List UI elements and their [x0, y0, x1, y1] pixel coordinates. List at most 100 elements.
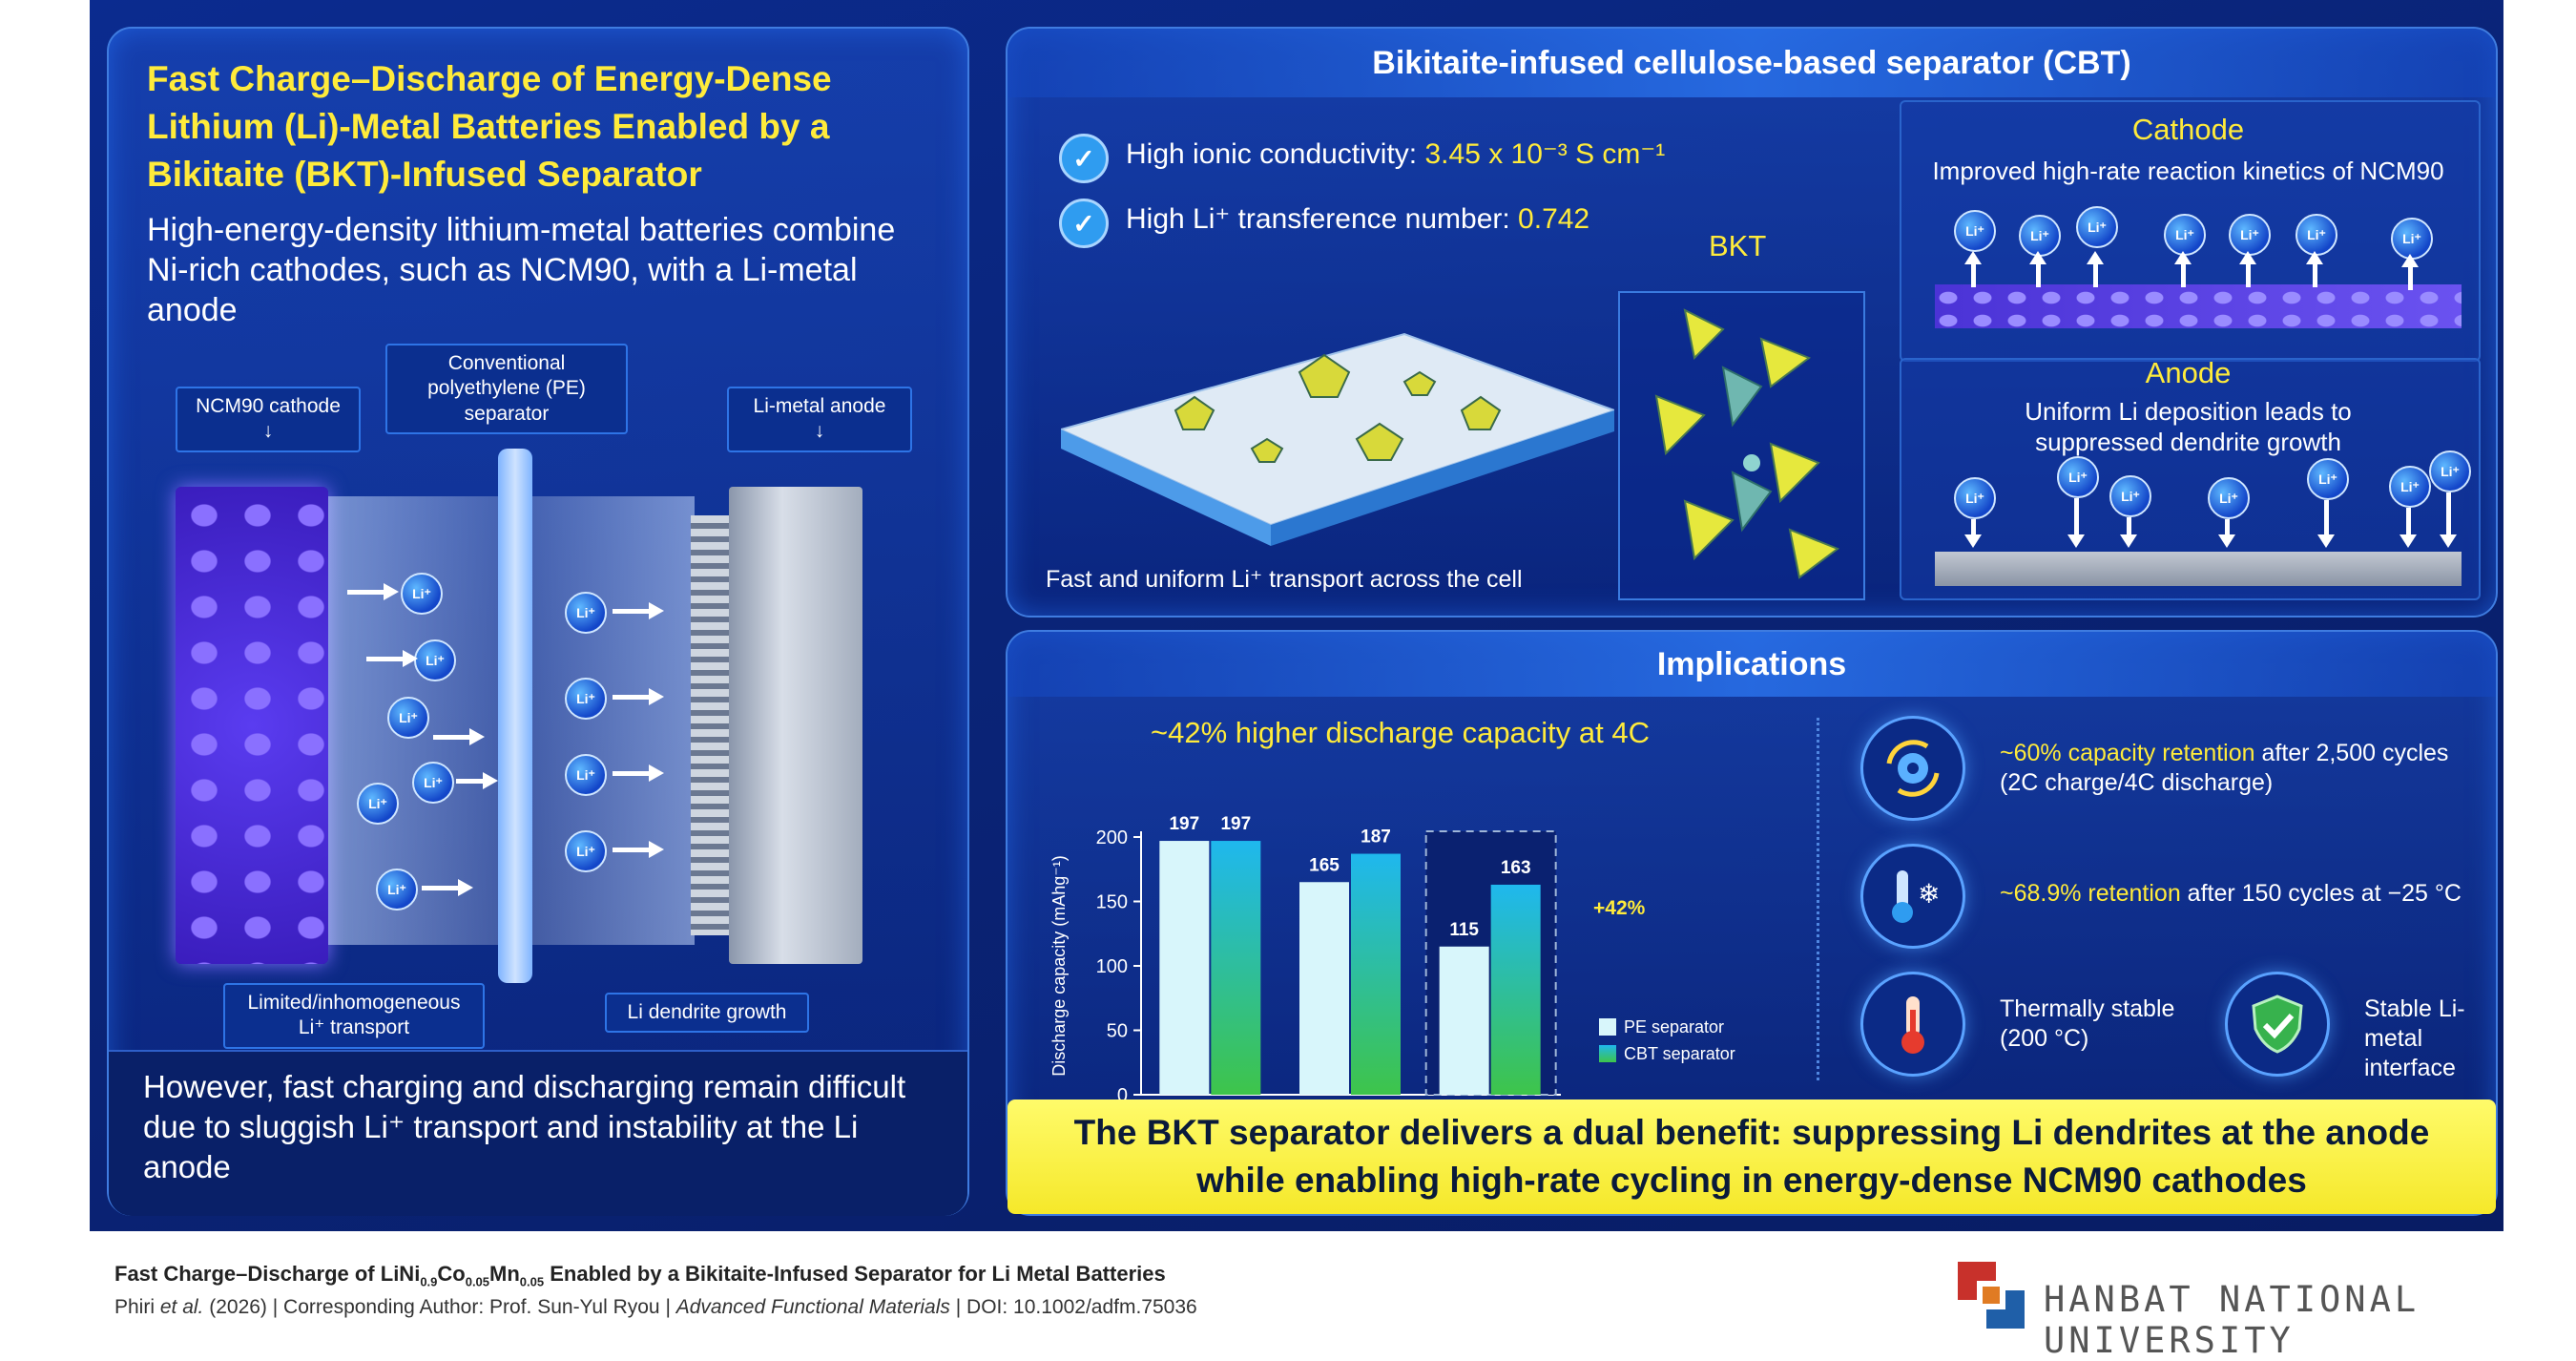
bar-cbt-2C [1351, 853, 1401, 1095]
li-ion: Li⁺ [2076, 206, 2118, 248]
transport-arrow [456, 772, 498, 789]
divider [1817, 718, 1819, 1080]
li-ion: Li⁺ [2164, 214, 2206, 256]
transport-arrow [613, 602, 664, 619]
li-ion: Li⁺ [2307, 458, 2349, 500]
chart-title: ~42% higher discharge capacity at 4C [1151, 716, 1651, 749]
transport-arrow [422, 879, 473, 896]
cathode-title: Cathode [2131, 113, 2245, 146]
li-ion: Li⁺ [414, 639, 456, 681]
cbt-header: Bikitaite-infused cellulose-based separa… [1372, 45, 2131, 81]
li-ion: Li⁺ [565, 754, 607, 796]
li-ion: Li⁺ [2208, 477, 2250, 519]
up-arrow-icon [2174, 251, 2192, 287]
left-panel: Fast Charge–Discharge of Energy-Dense Li… [107, 27, 969, 1216]
down-arrow-icon [2317, 500, 2335, 548]
y-axis-label: Discharge capacity (mAhg⁻¹) [1049, 855, 1069, 1077]
cathode-text: Improved high-rate reaction kinetics of … [1932, 157, 2444, 185]
check-icon: ✓ [1059, 199, 1109, 248]
bar-cbt-1C [1211, 841, 1261, 1095]
label-limited-transport: Limited/inhomogeneous Li⁺ transport [223, 983, 485, 1049]
down-arrow-icon [2399, 508, 2417, 548]
bar-pe-1C [1159, 841, 1210, 1095]
li-ion: Li⁺ [376, 869, 418, 911]
down-arrow-icon [2440, 492, 2457, 548]
implications-panel: Implications ~42% higher discharge capac… [1006, 630, 2498, 1216]
legend-swatch [1599, 1018, 1616, 1036]
li-ion: Li⁺ [2296, 214, 2337, 256]
li-ion: Li⁺ [387, 697, 429, 739]
bar-cbt-4C [1490, 884, 1541, 1095]
data-label: 165 [1309, 855, 1340, 875]
li-ion: Li⁺ [412, 762, 454, 804]
svg-text:❄: ❄ [1918, 878, 1940, 910]
check-icon: ✓ [1059, 134, 1109, 183]
cbt-header-bar [1008, 29, 2496, 97]
transport-arrow [366, 650, 418, 667]
bar-pe-2C [1299, 882, 1349, 1095]
down-arrow-icon [2120, 517, 2137, 548]
li-ion: Li⁺ [565, 678, 607, 720]
discharge-capacity-chart: 0 50 100 150 200 Discharge capacity (mAhg⁻¹) 1… [1049, 814, 1735, 1130]
y-tick-label: 50 [1107, 1021, 1128, 1042]
li-ion: Li⁺ [1954, 477, 1996, 519]
battery-illustration: Li⁺ Li⁺ Li⁺ Li⁺ Li⁺ Li⁺ Li⁺ Li⁺ Li⁺ Li⁺ [176, 410, 920, 1002]
li-ion: Li⁺ [2057, 456, 2099, 498]
data-label: 197 [1220, 814, 1251, 834]
y-tick-label: 0 [1117, 1085, 1128, 1106]
label-li-metal-anode: Li-metal anode ↓ [727, 387, 912, 452]
left-bottom-text: However, fast charging and discharging r… [143, 1069, 906, 1184]
li-ion: Li⁺ [2389, 466, 2431, 508]
data-label: 115 [1449, 920, 1479, 940]
bkt-structure [1654, 308, 1840, 579]
left-title: Fast Charge–Discharge of Energy-Dense Li… [147, 59, 832, 194]
transport-caption: Fast and uniform Li⁺ transport across th… [1046, 566, 1523, 593]
transport-arrow [613, 764, 664, 782]
conclusion-box [1008, 1099, 2496, 1214]
transport-arrow [433, 728, 485, 745]
thermometer-hot-icon [1860, 972, 1965, 1077]
hanbat-logo-icon [1958, 1262, 2025, 1329]
university-name: HANBAT NATIONAL UNIVERSITY [2044, 1279, 2420, 1361]
legend-label: PE separator [1624, 1017, 1724, 1036]
up-arrow-icon [2029, 251, 2046, 287]
retention-cycles-text: ~60% capacity retention after 2,500 cycl… [2000, 740, 2449, 796]
li-ion: Li⁺ [2019, 215, 2061, 257]
bullet-transference: High Li⁺ transference number: 0.742 [1126, 203, 1590, 235]
li-ion: Li⁺ [1954, 210, 1996, 252]
down-arrow-icon [1964, 519, 1982, 548]
up-arrow-icon [2401, 254, 2419, 290]
implications-header-bar [1008, 632, 2496, 697]
poster: Fast Charge–Discharge of Energy-Dense Li… [90, 0, 2503, 1231]
bar-pe-4C [1439, 946, 1489, 1095]
retention-cold-text: ~68.9% retention after 150 cycles at −25… [2000, 880, 2462, 907]
label-li-dendrite-growth: Li dendrite growth [605, 993, 809, 1034]
y-tick-label: 100 [1096, 956, 1128, 977]
thermal-text: Thermally stable (200 °C) [2000, 995, 2175, 1052]
bkt-crystals [1174, 353, 1502, 463]
separator-illustration [1061, 332, 1614, 546]
li-ion: Li⁺ [2391, 218, 2433, 260]
li-ion: Li⁺ [2109, 475, 2151, 517]
cycle-gear-icon [1860, 716, 1965, 821]
bullet-conductivity: High ionic conductivity: 3.45 x 10⁻³ S c… [1126, 138, 1666, 170]
transport-arrow [613, 688, 664, 705]
anode-text: Uniform Li deposition leads to suppresse… [2025, 397, 2352, 456]
legend-label: CBT separator [1624, 1044, 1735, 1063]
shield-check-icon [2225, 972, 2330, 1077]
y-tick-label: 200 [1096, 827, 1128, 848]
transport-arrow [347, 583, 399, 600]
left-bottom-box [109, 1050, 967, 1216]
footer-title: Fast Charge–Discharge of LiNi0.9Co0.05Mn… [114, 1262, 1166, 1289]
data-label: 197 [1169, 814, 1199, 834]
down-arrow-icon [2218, 519, 2235, 548]
li-ion: Li⁺ [565, 830, 607, 872]
left-intro: High-energy-density lithium-metal batter… [147, 212, 896, 328]
label-ncm90-cathode: NCM90 cathode ↓ [176, 387, 361, 452]
implications-header: Implications [1656, 646, 1847, 682]
stable-interface-text: Stable Li-metal interface [2364, 995, 2465, 1081]
transport-arrow [613, 841, 664, 858]
thermometer-snowflake-icon: ❄ [1860, 844, 1965, 949]
anode-block [729, 487, 862, 964]
conclusion-text: The BKT separator delivers a dual benefi… [1073, 1113, 2430, 1200]
